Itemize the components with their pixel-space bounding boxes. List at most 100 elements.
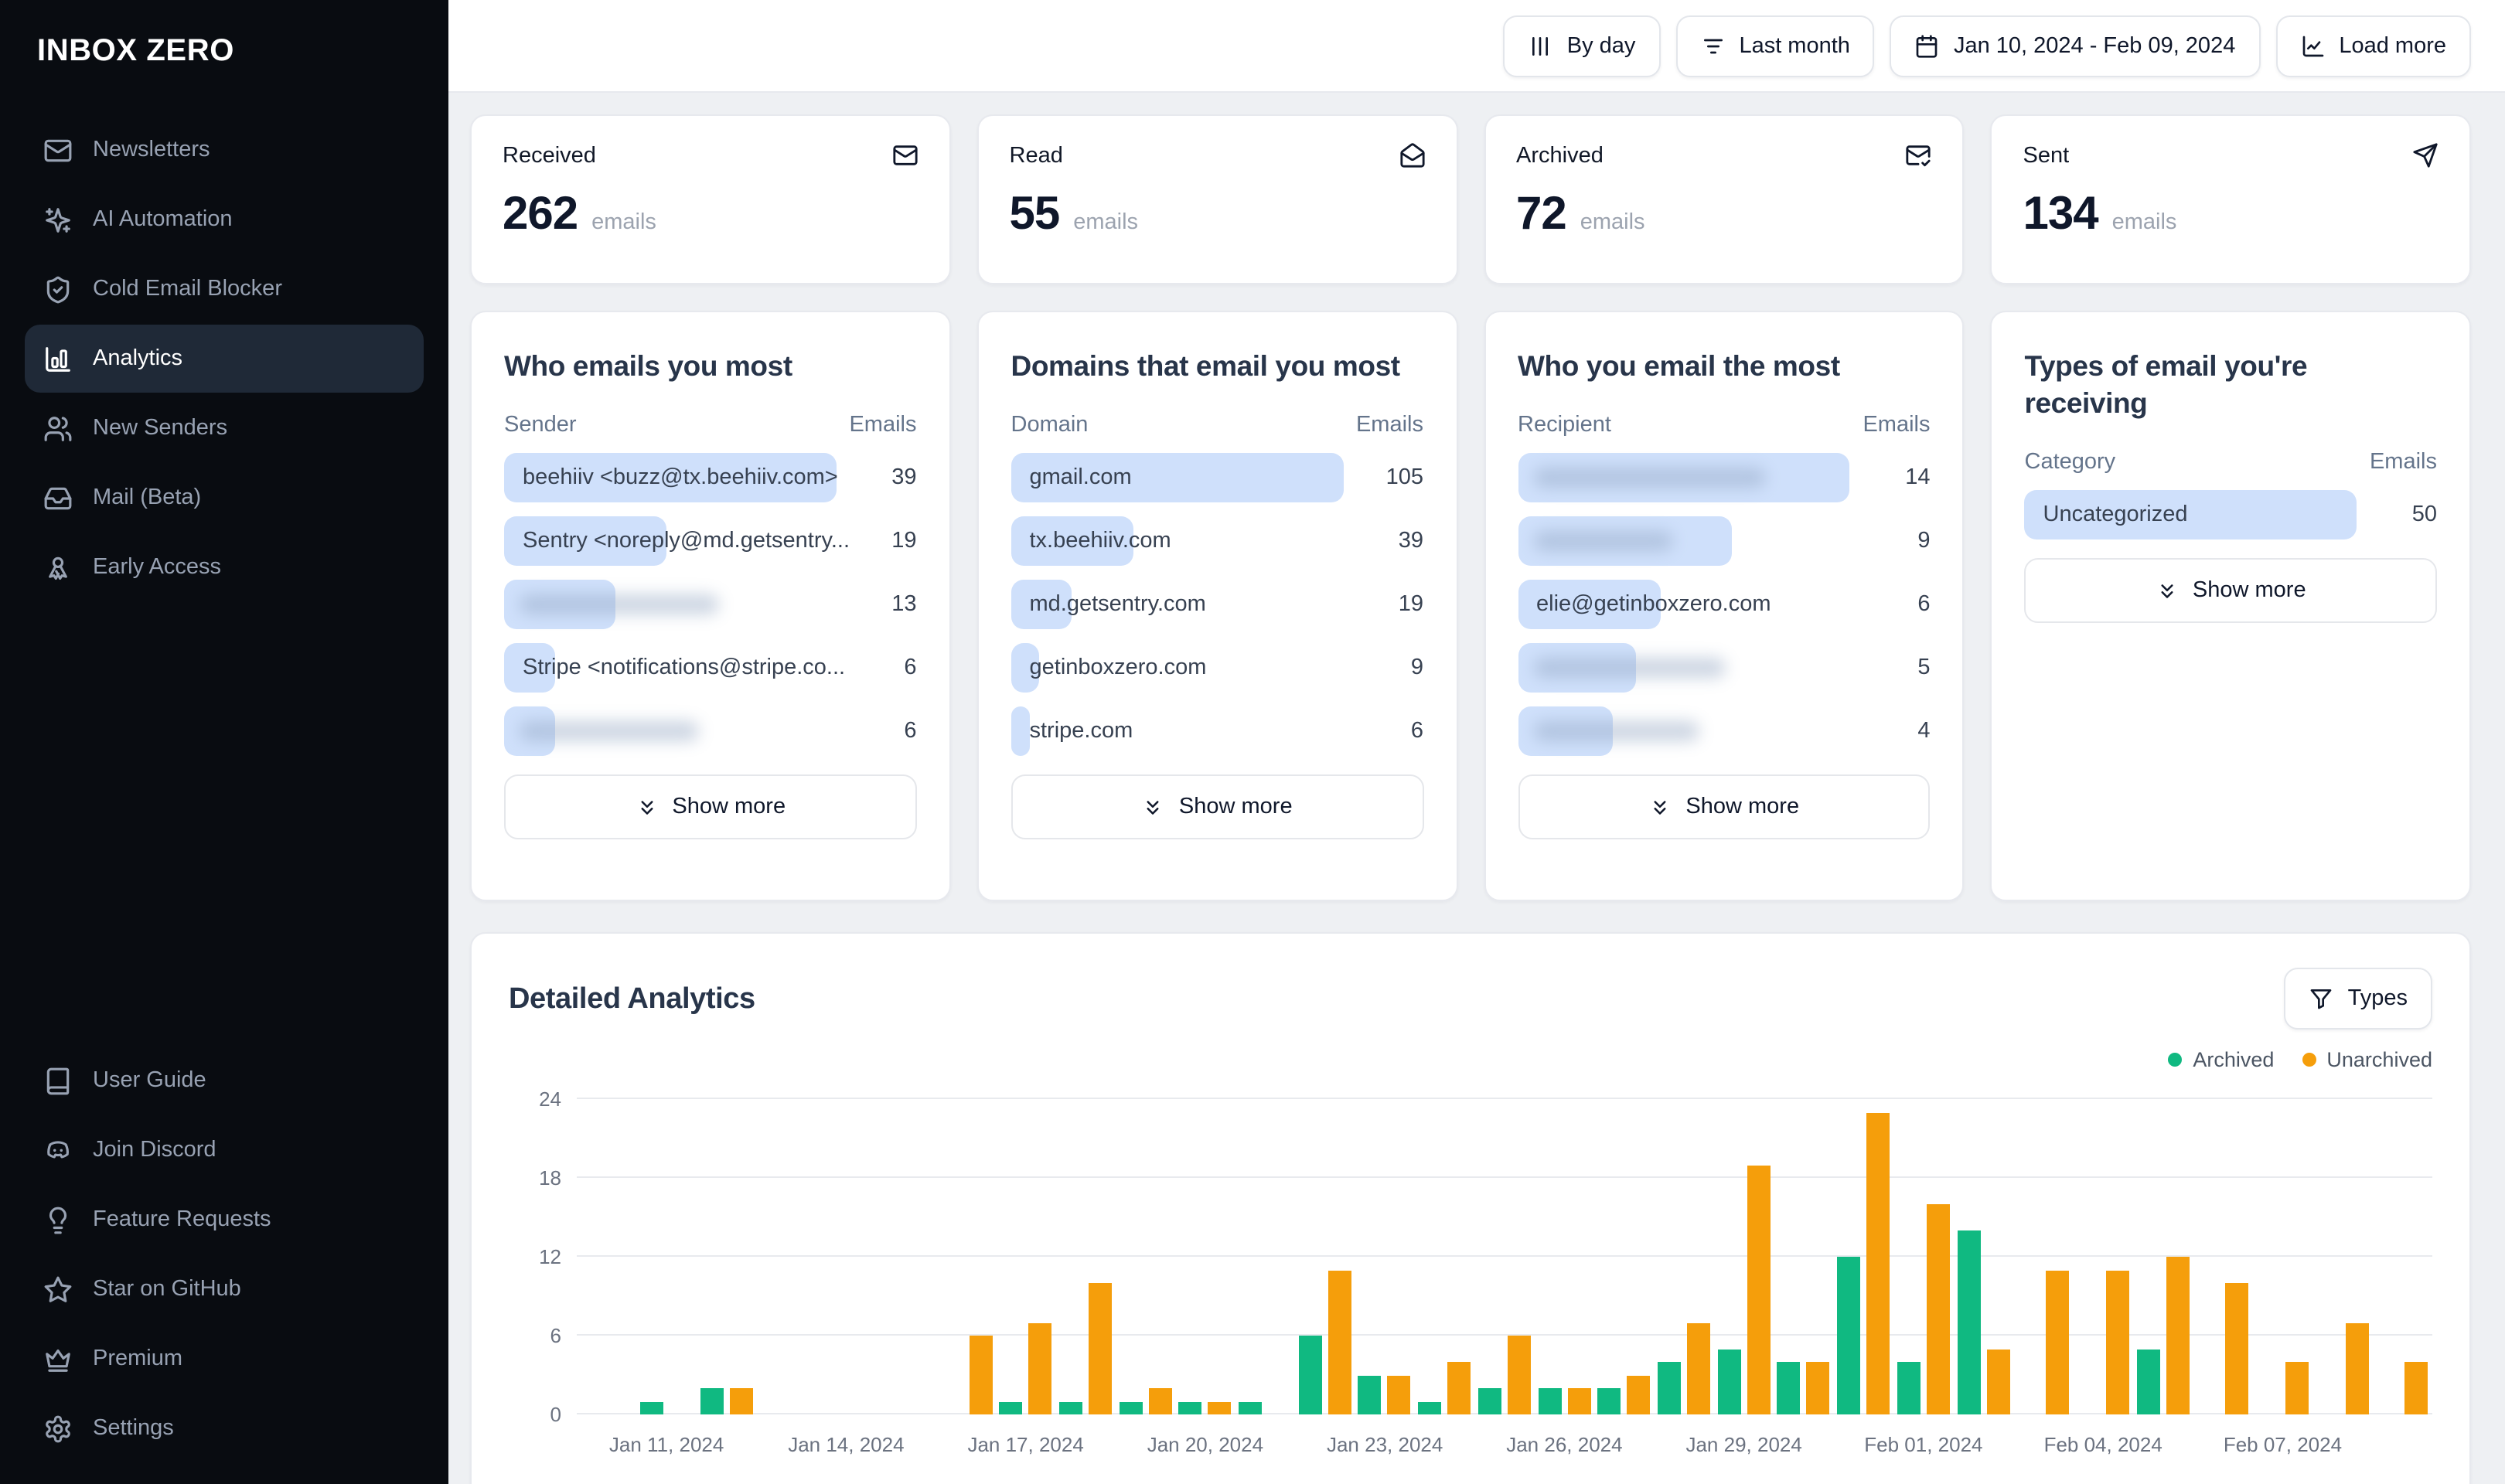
sidebar-item-label: Early Access (93, 555, 221, 580)
chart-bar-archived (1178, 1401, 1202, 1414)
chart-bar-unarchived (1567, 1388, 1591, 1414)
column-header-key: Sender (504, 413, 577, 438)
show-more-button[interactable]: Show more (1518, 774, 1931, 840)
funnel-icon (2309, 986, 2334, 1011)
show-more-button[interactable]: Show more (2024, 558, 2437, 624)
value-bar-track (504, 643, 837, 693)
content: Received 262 emails Read 55 emails Archived 72 e… (448, 93, 2505, 1484)
detailed-analytics-card: Detailed Analytics Types Archived Unarchi… (470, 932, 2471, 1484)
x-axis-label: Jan 17, 2024 (967, 1433, 1084, 1456)
sidebar-item-star-on-github[interactable]: Star on GitHub (25, 1255, 424, 1323)
value-bar (1518, 516, 1732, 567)
stat-value: 55 (1009, 189, 1061, 240)
chart-bar-archived (1897, 1362, 1920, 1414)
panel-title: Who you email the most (1518, 349, 1840, 382)
bar-group (577, 1099, 636, 1414)
chart-bar-archived (1358, 1375, 1382, 1414)
chart-bar-unarchived (969, 1336, 993, 1414)
bar-group (636, 1099, 696, 1414)
row-value: 19 (891, 529, 917, 554)
sidebar-item-cold-email-blocker[interactable]: Cold Email Blocker (25, 255, 424, 323)
value-bar (504, 643, 556, 693)
sidebar-item-settings[interactable]: Settings (25, 1394, 424, 1462)
panel-who-you-email-the-most: Who you email the most Recipient Emails 14 9… (1484, 311, 1965, 901)
sidebar-item-label: Cold Email Blocker (93, 277, 282, 301)
row-value: 4 (1917, 719, 1931, 744)
shield-check-icon (43, 274, 73, 304)
value-bar (2024, 490, 2357, 540)
by-day-button[interactable]: By day (1503, 15, 1661, 77)
sidebar-item-ai-automation[interactable]: AI Automation (25, 186, 424, 254)
sidebar-item-mail-beta[interactable]: Mail (Beta) (25, 464, 424, 532)
filter-lines-icon (1700, 33, 1725, 58)
value-bar (1518, 706, 1613, 757)
sidebar-item-user-guide[interactable]: User Guide (25, 1047, 424, 1115)
sidebar-item-feature-requests[interactable]: Feature Requests (25, 1186, 424, 1254)
value-bar (1011, 643, 1040, 693)
row-label: Uncategorized (2043, 502, 2188, 528)
show-more-button[interactable]: Show more (1011, 774, 1423, 840)
y-axis-label: 12 (539, 1245, 561, 1268)
sidebar-item-label: User Guide (93, 1068, 206, 1093)
bar-group (1953, 1099, 2013, 1414)
redacted-text (1533, 721, 1699, 742)
jan-10-2024-feb-09-2024-button[interactable]: Jan 10, 2024 - Feb 09, 2024 (1890, 15, 2261, 77)
button-label: Jan 10, 2024 - Feb 09, 2024 (1953, 33, 2236, 58)
chart-bar-archived (1837, 1257, 1861, 1414)
value-bar (504, 516, 666, 567)
bar-group (1295, 1099, 1355, 1414)
value-bar (1011, 580, 1072, 630)
bar-group (1535, 1099, 1594, 1414)
column-header-value: Emails (1355, 413, 1423, 438)
chart-bar-unarchived (1926, 1204, 1950, 1414)
redacted-text (1533, 531, 1673, 552)
chart-bar-archived (1477, 1388, 1501, 1414)
chart-bar-unarchived (2404, 1362, 2428, 1414)
types-filter-button[interactable]: Types (2284, 968, 2432, 1030)
legend-dot (2168, 1053, 2183, 1067)
column-header-value: Emails (2369, 450, 2437, 475)
bar-group (1774, 1099, 1833, 1414)
gridline (577, 1413, 2432, 1414)
chart-bar-unarchived (2105, 1270, 2129, 1414)
bar-chart: 0 6 12 18 24 Jan 11, 2024 Jan 14, 2024 Jan 17,… (509, 1087, 2432, 1467)
value-bar (504, 580, 615, 630)
sidebar-item-premium[interactable]: Premium (25, 1325, 424, 1393)
sidebar-item-analytics[interactable]: Analytics (25, 325, 424, 393)
gridline (577, 1176, 2432, 1178)
chart-bar-archived (1777, 1362, 1801, 1414)
types-filter-label: Types (2347, 986, 2408, 1011)
bar-group (2312, 1099, 2372, 1414)
bar-group (1714, 1099, 1774, 1414)
table-row: Stripe <notifications@stripe.co... 6 (504, 643, 917, 693)
bar-group (1175, 1099, 1235, 1414)
chart-bar-archived (1597, 1388, 1621, 1414)
sidebar-item-label: Mail (Beta) (93, 485, 202, 510)
row-value: 6 (1410, 719, 1423, 744)
row-label: md.getsentry.com (1029, 592, 1206, 618)
chart-bar-unarchived (2166, 1257, 2190, 1414)
sidebar-item-newsletters[interactable]: Newsletters (25, 116, 424, 184)
value-bar-track (1518, 643, 1850, 693)
legend-item-archived: Archived (2168, 1048, 2274, 1071)
value-bar-track (1518, 453, 1850, 503)
last-month-button[interactable]: Last month (1675, 15, 1875, 77)
column-header-key: Recipient (1518, 413, 1611, 438)
x-axis-label: Jan 26, 2024 (1506, 1433, 1623, 1456)
show-more-button[interactable]: Show more (504, 774, 917, 840)
sidebar-item-early-access[interactable]: Early Access (25, 533, 424, 601)
chart-x-axis: Jan 11, 2024 Jan 14, 2024 Jan 17, 2024 Jan … (577, 1414, 2432, 1467)
chart-line-icon (2300, 33, 2325, 58)
load-more-button[interactable]: Load more (2275, 15, 2471, 77)
legend-item-unarchived: Unarchived (2302, 1048, 2432, 1071)
table-row: Uncategorized 50 (2024, 490, 2437, 540)
sidebar-item-join-discord[interactable]: Join Discord (25, 1116, 424, 1184)
sidebar-item-new-senders[interactable]: New Senders (25, 394, 424, 462)
bar-group (756, 1099, 816, 1414)
bar-group (697, 1099, 756, 1414)
chart-bar-unarchived (1866, 1112, 1890, 1414)
bar-group (996, 1099, 1055, 1414)
table-row: beehiiv <buzz@tx.beehiiv.com> 39 (504, 453, 917, 503)
button-label: By day (1566, 33, 1636, 58)
table-row: 14 (1518, 453, 1931, 503)
